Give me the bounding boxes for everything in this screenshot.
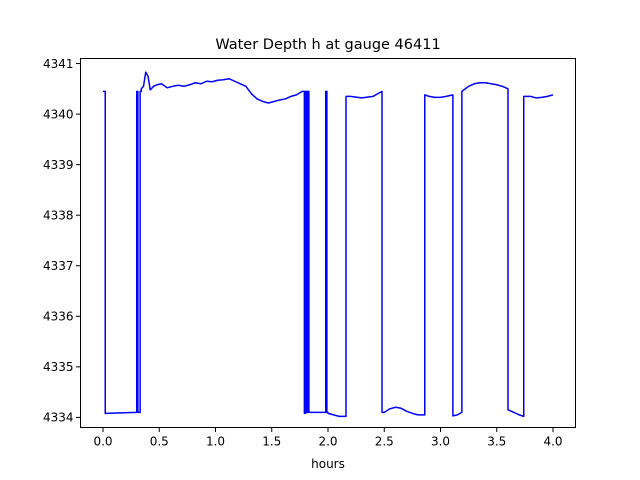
series-line-0 [103, 71, 554, 418]
x-axis-label: hours [311, 457, 345, 471]
y-tick-label: 4334 [43, 411, 74, 425]
x-tick-label: 0.5 [150, 435, 169, 449]
x-tick-label: 1.0 [206, 435, 225, 449]
y-axis: 4334 4335 4336 4337 4338 4339 4340 4341 [43, 57, 81, 425]
chart-title: Water Depth h at gauge 46411 [215, 37, 440, 53]
x-tick-label: 4.0 [543, 435, 562, 449]
y-tick-label: 4340 [43, 107, 74, 121]
x-tick-label: 0.0 [93, 435, 112, 449]
x-tick-label: 2.0 [318, 435, 337, 449]
y-tick-label: 4339 [43, 158, 74, 172]
plot-lines [103, 71, 554, 418]
y-tick-label: 4341 [43, 57, 74, 71]
y-tick-label: 4335 [43, 360, 74, 374]
plot-frame [80, 58, 576, 428]
x-tick-label: 1.5 [262, 435, 281, 449]
y-tick-label: 4338 [43, 208, 74, 222]
x-tick-label: 3.0 [431, 435, 450, 449]
y-tick-label: 4336 [43, 310, 74, 324]
x-tick-label: 2.5 [375, 435, 394, 449]
x-tick-label: 3.5 [487, 435, 506, 449]
y-tick-label: 4337 [43, 259, 74, 273]
x-axis: 0.0 0.5 1.0 1.5 2.0 2.5 3.0 3.5 4.0 [93, 427, 563, 449]
